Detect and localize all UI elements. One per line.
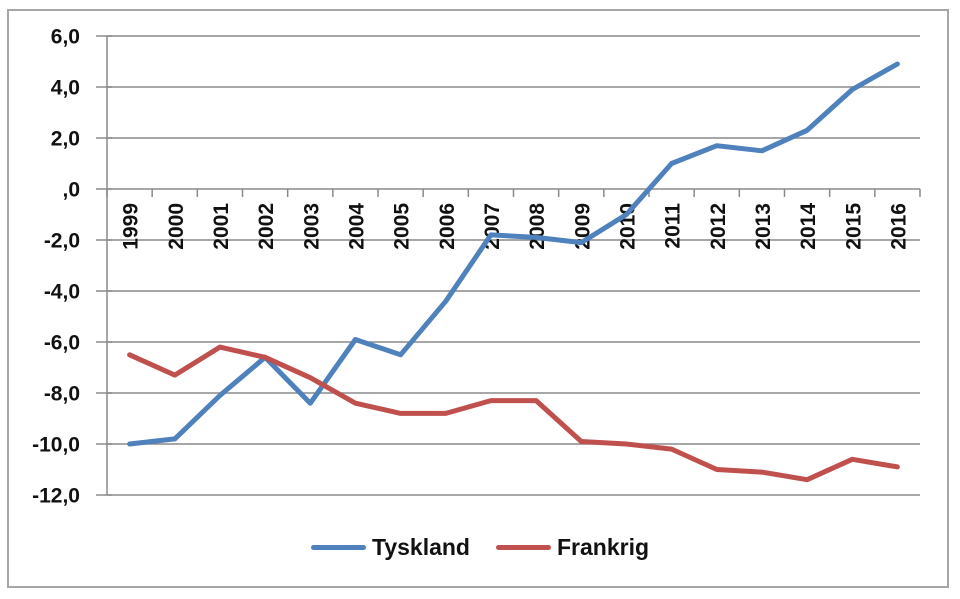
x-axis-label: 2011 [662, 203, 685, 249]
x-axis-label: 2012 [707, 203, 730, 250]
x-axis-label: 2002 [255, 203, 278, 250]
series-line-frankrig [127, 344, 900, 483]
chart-frame [7, 9, 949, 588]
y-axis-label: 6,0 [51, 26, 80, 49]
y-axis-label: -2,0 [44, 230, 80, 253]
x-axis-label: 2015 [842, 203, 865, 250]
legend-label-frankrig: Frankrig [556, 534, 650, 560]
legend-item-frankrig: Frankrig [495, 533, 650, 561]
y-axis-label: -12,0 [32, 485, 80, 508]
y-axis-label: -6,0 [44, 332, 80, 355]
y-axis-label: ,0 [62, 179, 80, 202]
x-axis-label: 2013 [752, 203, 775, 250]
x-axis-label: 2003 [300, 203, 323, 250]
y-axis-label: 2,0 [51, 128, 80, 151]
legend: Tyskland Frankrig [0, 533, 960, 561]
x-axis-label: 1999 [120, 203, 143, 250]
legend-item-tyskland: Tyskland [310, 533, 470, 561]
x-axis-label: 2005 [391, 203, 414, 250]
x-axis-label: 2014 [797, 203, 820, 250]
x-axis-label: 2008 [526, 203, 549, 250]
y-axis-label: -10,0 [32, 434, 80, 457]
x-axis-label: 2016 [887, 203, 910, 250]
frankrig-line-swatch [495, 544, 551, 550]
x-axis-label: 2001 [210, 203, 233, 250]
x-axis-label: 2006 [436, 203, 459, 250]
y-axis-label: 4,0 [51, 77, 80, 100]
series-line-tyskland [127, 61, 900, 447]
x-axis-label: 2004 [345, 203, 368, 250]
y-axis-label: -4,0 [44, 281, 80, 304]
tyskland-line-swatch [310, 544, 366, 550]
y-axis-label: -8,0 [44, 383, 80, 406]
legend-label-tyskland: Tyskland [371, 534, 470, 560]
x-axis-label: 2000 [165, 203, 188, 250]
